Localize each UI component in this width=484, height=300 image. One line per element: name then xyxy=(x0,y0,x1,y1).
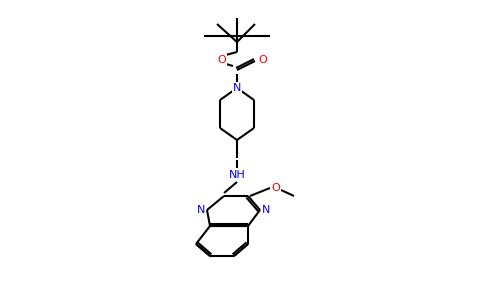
Text: NH: NH xyxy=(228,170,245,180)
Text: N: N xyxy=(197,205,205,215)
Text: N: N xyxy=(262,205,271,215)
Text: O: O xyxy=(258,55,267,65)
Text: O: O xyxy=(218,55,227,65)
Text: N: N xyxy=(233,83,241,93)
Text: O: O xyxy=(272,183,280,193)
